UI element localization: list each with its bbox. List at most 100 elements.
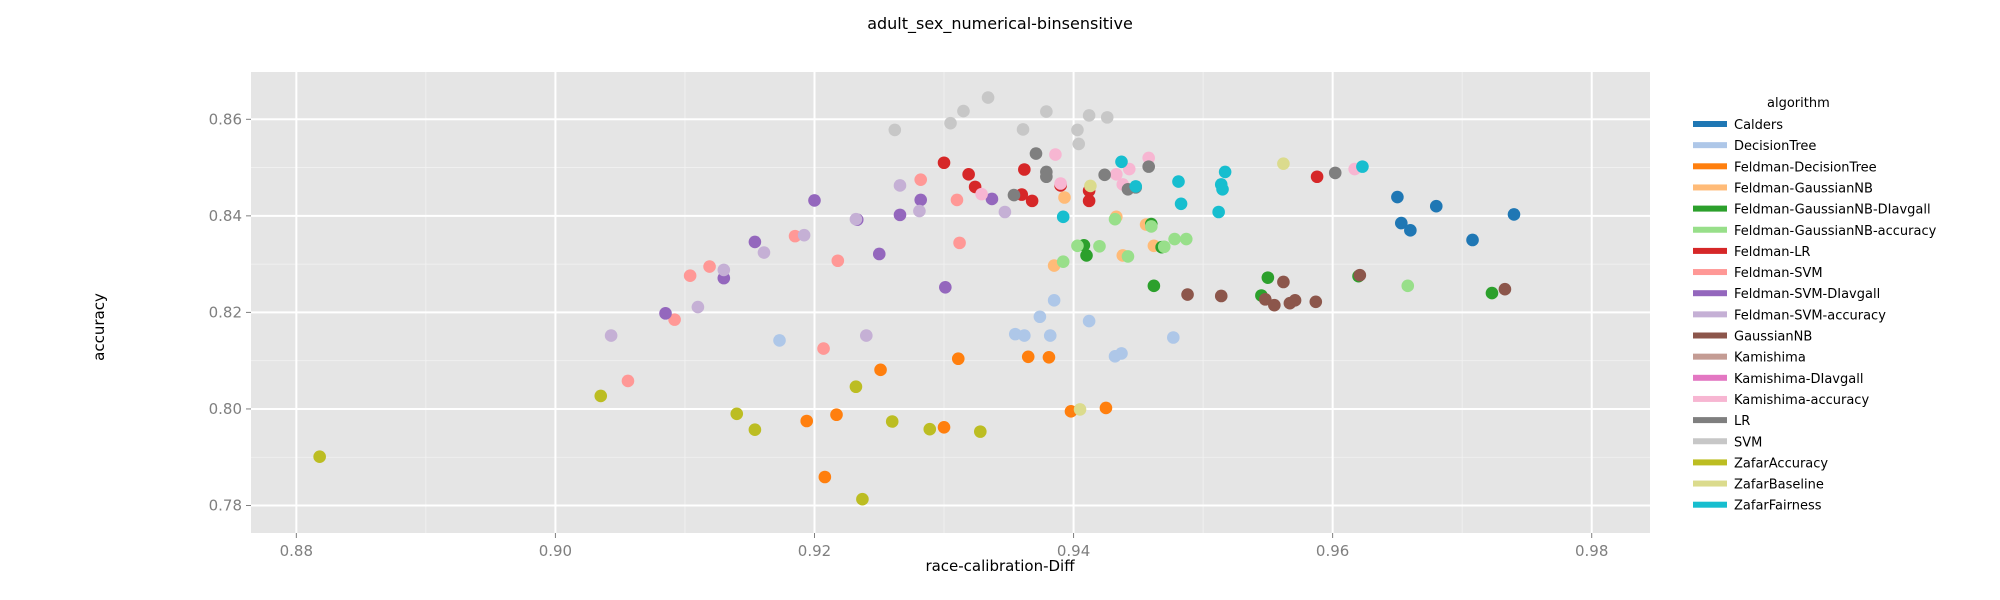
data-point-feldman-decisiontree xyxy=(830,408,843,422)
y-axis-title: accuracy xyxy=(90,293,108,361)
data-point-kamishima-accuracy xyxy=(1110,168,1123,181)
legend-swatch-feldman-gaussiannb-diavgall xyxy=(1693,205,1727,212)
data-point-feldman-svm-accuracy xyxy=(797,228,811,242)
legend-swatch-kamishima-accuracy xyxy=(1693,395,1727,402)
data-point-lr xyxy=(1098,168,1111,182)
data-point-gaussiannb xyxy=(1277,275,1290,289)
legend-swatch-lr xyxy=(1693,417,1727,424)
data-point-feldman-gaussiannb-accuracy xyxy=(1179,232,1193,246)
y-tick-label: 0.80 xyxy=(209,400,242,418)
data-point-zafaraccuracy xyxy=(885,415,899,428)
legend-label-kamishima: Kamishima xyxy=(1734,351,1806,366)
data-point-feldman-svm-accuracy xyxy=(757,246,771,259)
data-point-feldman-svm xyxy=(788,229,802,243)
data-point-kamishima-accuracy xyxy=(1054,177,1067,190)
data-point-feldman-gaussiannb-diavgall xyxy=(1080,249,1093,262)
data-point-feldman-gaussiannb-diavgall xyxy=(1261,271,1275,284)
legend-label-feldman-svm-accuracy: Feldman-SVM-accuracy xyxy=(1734,308,1886,323)
data-point-lr xyxy=(1040,170,1053,184)
legend-swatch-feldman-gaussiannb-accuracy xyxy=(1693,226,1727,233)
data-point-zafarfairness xyxy=(1212,205,1225,219)
data-point-feldman-gaussiannb-accuracy xyxy=(1401,279,1415,293)
legend-label-zafaraccuracy: ZafarAccuracy xyxy=(1734,456,1828,471)
data-point-decisiontree xyxy=(1043,329,1057,342)
y-tick-label: 0.86 xyxy=(209,110,242,128)
data-point-svm xyxy=(957,104,970,118)
data-point-zafarfairness xyxy=(1356,160,1369,173)
legend-swatch-feldman-svm-accuracy xyxy=(1693,311,1727,318)
data-point-feldman-svm-accuracy xyxy=(893,179,907,192)
data-point-kamishima-accuracy xyxy=(975,187,988,201)
data-point-decisiontree xyxy=(1033,310,1047,324)
data-point-feldman-gaussiannb-diavgall xyxy=(1147,279,1161,293)
legend-swatch-decisiontree xyxy=(1693,142,1727,149)
y-tick-label: 0.78 xyxy=(209,496,242,514)
legend-label-gaussiannb: GaussianNB xyxy=(1734,330,1812,345)
data-point-zafaraccuracy xyxy=(856,492,869,506)
data-point-feldman-gaussiannb-accuracy xyxy=(1157,240,1171,254)
legend-label-zafarfairness: ZafarFairness xyxy=(1734,499,1822,514)
x-tick-label: 0.94 xyxy=(1057,542,1090,560)
data-point-feldman-lr xyxy=(1018,163,1031,176)
legend-label-feldman-gaussiannb: Feldman-GaussianNB xyxy=(1734,181,1873,196)
data-point-decisiontree xyxy=(1115,347,1128,360)
legend-label-feldman-decisiontree: Feldman-DecisionTree xyxy=(1734,160,1877,175)
data-point-calders xyxy=(1391,190,1404,204)
data-point-svm xyxy=(1100,111,1114,124)
data-point-gaussiannb xyxy=(1288,294,1302,307)
data-point-feldman-svm-diavgall xyxy=(939,280,952,294)
data-point-feldman-decisiontree xyxy=(800,414,814,428)
data-point-zafarbaseline xyxy=(1084,179,1097,193)
data-point-feldman-lr xyxy=(1310,170,1324,184)
data-point-calders xyxy=(1394,216,1408,230)
data-point-svm xyxy=(888,123,902,137)
data-point-gaussiannb xyxy=(1268,298,1281,312)
data-point-feldman-svm-diavgall xyxy=(808,194,821,207)
legend-label-feldman-lr: Feldman-LR xyxy=(1734,245,1810,260)
data-point-zafarfairness xyxy=(1218,165,1232,179)
legend-swatch-zafarfairness xyxy=(1693,501,1727,508)
data-point-feldman-gaussiannb-accuracy xyxy=(1168,232,1181,246)
data-point-feldman-svm xyxy=(914,173,928,186)
data-point-gaussiannb xyxy=(1353,268,1367,282)
x-tick-label: 0.88 xyxy=(280,542,313,560)
legend-label-kamishima-accuracy: Kamishima-accuracy xyxy=(1734,393,1869,408)
data-point-feldman-svm xyxy=(621,374,635,388)
data-point-feldman-svm xyxy=(831,254,845,268)
x-tick-label: 0.96 xyxy=(1316,542,1349,560)
data-point-feldman-svm xyxy=(950,193,964,207)
data-point-zafarfairness xyxy=(1216,183,1229,196)
legend-swatch-zafarbaseline xyxy=(1693,480,1727,487)
data-point-feldman-svm xyxy=(817,342,830,355)
data-point-zafaraccuracy xyxy=(923,422,937,436)
legend-label-feldman-gaussiannb-diavgall: Feldman-GaussianNB-DIavgall xyxy=(1734,203,1931,218)
data-point-feldman-svm-accuracy xyxy=(860,329,873,342)
legend-swatch-zafaraccuracy xyxy=(1693,459,1727,466)
plot-background xyxy=(251,72,1650,533)
data-point-feldman-svm-diavgall xyxy=(659,307,672,320)
data-point-kamishima-accuracy xyxy=(1142,151,1155,165)
x-tick-label: 0.90 xyxy=(539,542,572,560)
legend-swatch-feldman-gaussiannb xyxy=(1693,184,1727,191)
data-point-feldman-decisiontree xyxy=(951,352,965,366)
data-point-feldman-svm-accuracy xyxy=(604,329,618,342)
data-point-zafarfairness xyxy=(1174,197,1188,211)
data-point-gaussiannb xyxy=(1181,288,1194,301)
legend-label-kamishima-diavgall: Kamishima-DIavgall xyxy=(1734,372,1863,387)
data-point-feldman-decisiontree xyxy=(1021,350,1035,364)
legend-swatch-gaussiannb xyxy=(1693,332,1727,339)
data-point-feldman-svm-accuracy xyxy=(691,300,705,314)
legend-swatch-kamishima-diavgall xyxy=(1693,374,1727,381)
data-point-zafaraccuracy xyxy=(730,407,744,421)
data-point-zafaraccuracy xyxy=(849,380,863,394)
y-tick-label: 0.84 xyxy=(209,207,242,225)
data-point-feldman-svm-accuracy xyxy=(913,204,926,218)
data-point-lr xyxy=(1029,147,1043,160)
data-point-svm xyxy=(981,91,995,104)
legend-swatch-svm xyxy=(1693,438,1727,445)
data-point-zafarbaseline xyxy=(1073,403,1087,416)
data-point-feldman-lr xyxy=(1025,194,1039,208)
data-point-calders xyxy=(1507,208,1521,221)
legend-swatch-feldman-svm-diavgall xyxy=(1693,290,1727,297)
data-point-feldman-decisiontree xyxy=(1042,350,1056,364)
